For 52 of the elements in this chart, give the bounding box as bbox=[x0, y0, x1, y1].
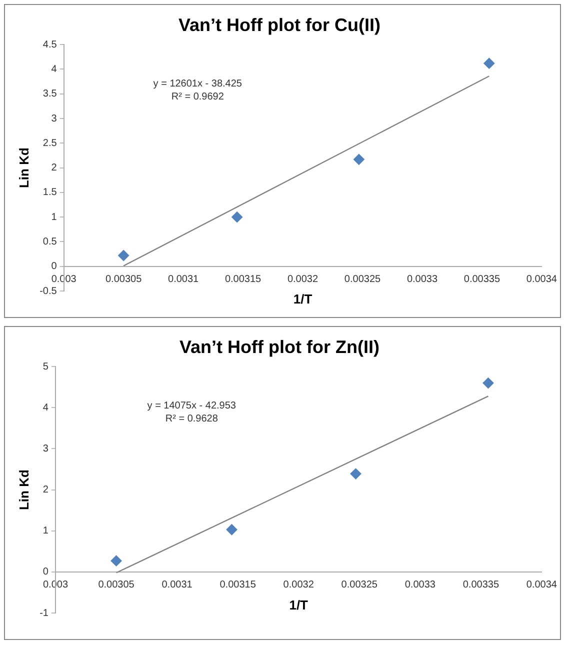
chart-title: Van’t Hoff plot for Zn(II) bbox=[180, 336, 380, 357]
point bbox=[110, 555, 122, 566]
x-tick-label: 0.00305 bbox=[105, 274, 142, 286]
x-tick-label: 0.0031 bbox=[168, 274, 200, 286]
x-tick-label: 0.00305 bbox=[98, 580, 135, 591]
y-tick-label: 4 bbox=[51, 64, 58, 75]
x-tick-label: 0.0034 bbox=[526, 274, 558, 286]
y-tick-label: 0 bbox=[42, 566, 49, 578]
y-tick-label: 3 bbox=[42, 443, 49, 454]
y-tick-label: 2.5 bbox=[42, 138, 58, 149]
y-tick-label: 5 bbox=[42, 361, 49, 372]
x-tick-label: 0.00315 bbox=[220, 580, 256, 591]
x-tick-label: 0.0031 bbox=[162, 580, 193, 591]
y-tick-label: 1 bbox=[51, 212, 58, 223]
y-tick-label: -1 bbox=[40, 608, 49, 619]
y-axis-title: Lin Kd bbox=[16, 470, 32, 510]
y-tick-label: 2 bbox=[51, 162, 58, 174]
x-tick-label: 0.00335 bbox=[462, 580, 500, 591]
x-tick-label: 0.00325 bbox=[341, 580, 378, 591]
x-tick-label: 0.0032 bbox=[283, 580, 314, 591]
x-axis-title: 1/T bbox=[293, 292, 312, 307]
annotation: R² = 0.9692 bbox=[171, 91, 224, 102]
x-tick-label: 0.0033 bbox=[406, 274, 438, 286]
y-tick-label: 0.5 bbox=[42, 236, 58, 248]
y-tick-label: 4.5 bbox=[42, 39, 58, 50]
point bbox=[118, 250, 130, 262]
annotation: R² = 0.9628 bbox=[165, 413, 218, 424]
y-tick-label: 3 bbox=[51, 113, 58, 124]
point bbox=[350, 468, 362, 480]
y-tick-label: 3.5 bbox=[42, 88, 58, 100]
y-axis-title: Lin Kd bbox=[16, 148, 32, 188]
point bbox=[353, 154, 364, 165]
x-tick-label: 0.0033 bbox=[404, 580, 436, 591]
y-tick-label: 1 bbox=[42, 526, 49, 537]
chart-title: Van’t Hoff plot for Cu(II) bbox=[178, 14, 380, 35]
y-tick-label: 4 bbox=[42, 402, 49, 414]
x-tick-label: 0.00325 bbox=[344, 274, 382, 286]
y-tick-label: 1.5 bbox=[42, 187, 58, 198]
y-tick-label: 2 bbox=[42, 484, 49, 496]
x-axis-title: 1/T bbox=[289, 597, 308, 612]
x-tick-label: 0.00335 bbox=[464, 274, 500, 286]
point bbox=[226, 524, 238, 536]
point bbox=[232, 212, 243, 223]
x-tick-label: 0.00315 bbox=[224, 274, 262, 286]
annotation: y = 12601x - 38.425 bbox=[153, 78, 242, 90]
y-tick-label: 0 bbox=[51, 261, 58, 272]
y-tick-label: -0.5 bbox=[40, 286, 58, 297]
point bbox=[482, 378, 494, 389]
x-tick-label: 0.0032 bbox=[287, 274, 318, 286]
point bbox=[484, 58, 495, 69]
x-tick-label: 0.0034 bbox=[526, 580, 558, 591]
annotation: y = 14075x - 42.953 bbox=[147, 400, 236, 412]
